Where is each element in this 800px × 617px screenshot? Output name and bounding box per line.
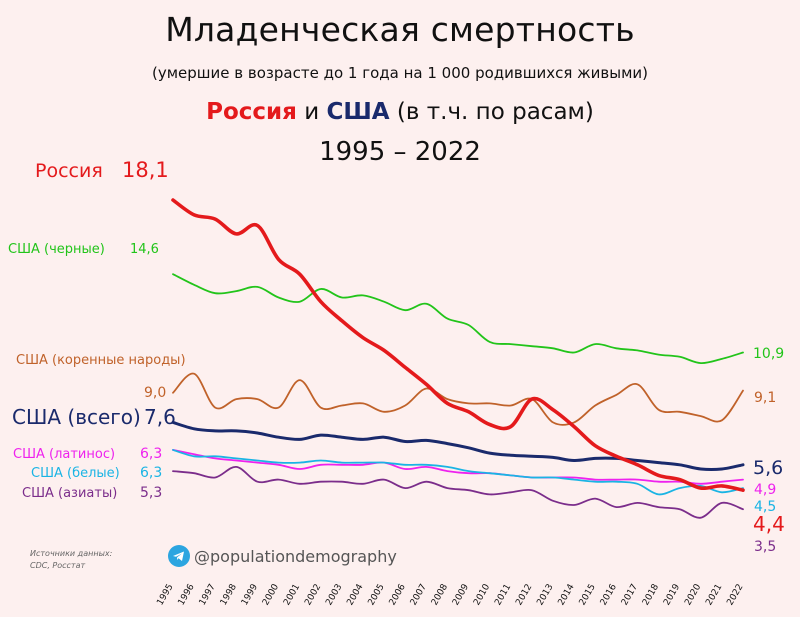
heading-russia: Россия (206, 99, 297, 125)
series-name-label: США (латинос) (13, 447, 115, 462)
series-5 (172, 449, 744, 496)
series-name-label: США (всего) (12, 405, 141, 429)
series-end-value: 4,9 (754, 482, 776, 498)
series-end-value: 9,1 (754, 390, 776, 406)
series-line (171, 198, 745, 492)
series-name-label: Россия (35, 160, 103, 182)
x-tick-label: 2007 (409, 583, 429, 608)
x-tick-label: 2009 (451, 582, 471, 607)
chart-period: 1995 – 2022 (319, 137, 481, 167)
data-source: Источники данных: CDC, Росстат (30, 548, 112, 572)
telegram-icon (168, 545, 190, 567)
x-tick-label: 2004 (345, 582, 365, 607)
series-line (172, 466, 744, 519)
x-tick-label: 2015 (578, 583, 598, 608)
source-names: CDC, Росстат (30, 561, 86, 570)
x-tick-label: 2022 (725, 583, 745, 608)
x-tick-label: 2003 (324, 583, 344, 608)
x-tick-label: 2020 (683, 582, 703, 607)
x-tick-label: 1996 (177, 582, 197, 607)
x-tick-label: 2013 (535, 583, 555, 608)
x-tick-label: 2001 (282, 583, 302, 608)
x-tick-label: 2000 (261, 582, 281, 607)
x-tick-label: 2005 (367, 583, 387, 608)
heading-usa: США (326, 99, 390, 125)
series-line (172, 273, 744, 365)
x-tick-label: 2014 (557, 582, 577, 607)
series-line (172, 372, 744, 426)
x-tick-label: 2016 (599, 582, 619, 607)
telegram-handle[interactable]: @populationdemography (168, 545, 397, 567)
series-start-value: 18,1 (122, 158, 169, 182)
chart-title: Младенческая смертность (165, 10, 635, 49)
chart-subtitle: (умершие в возрасте до 1 года на 1 000 р… (152, 64, 648, 82)
series-end-value: 5,6 (753, 457, 783, 479)
series-start-value: 7,6 (144, 405, 176, 429)
series-line (172, 449, 744, 496)
chart-heading: Россия и США (в т.ч. по расам) (0, 99, 800, 125)
series-name-label: США (азиаты) (22, 486, 117, 501)
series-end-value: 4,4 (753, 512, 785, 536)
series-name-label: США (черные) (8, 242, 105, 257)
handle-text: @populationdemography (194, 546, 397, 566)
series-end-value: 4,5 (754, 499, 776, 515)
series-0 (171, 198, 745, 492)
series-start-value: 6,3 (140, 446, 162, 462)
x-tick-label: 1999 (240, 582, 260, 607)
x-tick-label: 1997 (198, 583, 218, 608)
x-tick-label: 2011 (493, 583, 513, 608)
x-tick-label: 2002 (303, 583, 323, 608)
x-tick-label: 2012 (514, 583, 534, 608)
series-4 (172, 449, 744, 485)
series-start-value: 6,3 (140, 465, 162, 481)
x-tick-label: 2019 (662, 582, 682, 607)
x-tick-label: 2021 (704, 583, 724, 608)
x-tick-label: 2006 (388, 582, 408, 607)
series-end-value: 3,5 (754, 539, 776, 555)
x-tick-label: 1995 (155, 583, 175, 608)
series-end-value: 10,9 (753, 346, 784, 362)
series-name-label: США (белые) (31, 466, 120, 481)
series-2 (172, 372, 744, 426)
series-line (172, 449, 744, 485)
x-tick-label: 2018 (641, 582, 661, 607)
x-tick-label: 1998 (219, 582, 239, 607)
series-3 (171, 420, 745, 472)
heading-and: и (296, 99, 327, 125)
x-tick-label: 2008 (430, 582, 450, 607)
series-start-value: 9,0 (144, 385, 166, 401)
series-line (171, 420, 745, 472)
x-tick-label: 2010 (472, 582, 492, 607)
series-6 (172, 466, 744, 519)
series-1 (172, 273, 744, 365)
series-start-value: 14,6 (130, 242, 159, 257)
series-start-value: 5,3 (140, 485, 162, 501)
x-tick-label: 2017 (620, 583, 640, 608)
source-label: Источники данных: (30, 549, 113, 558)
heading-rest: (в т.ч. по расам) (389, 99, 594, 125)
series-name-label: США (коренные народы) (16, 353, 186, 368)
